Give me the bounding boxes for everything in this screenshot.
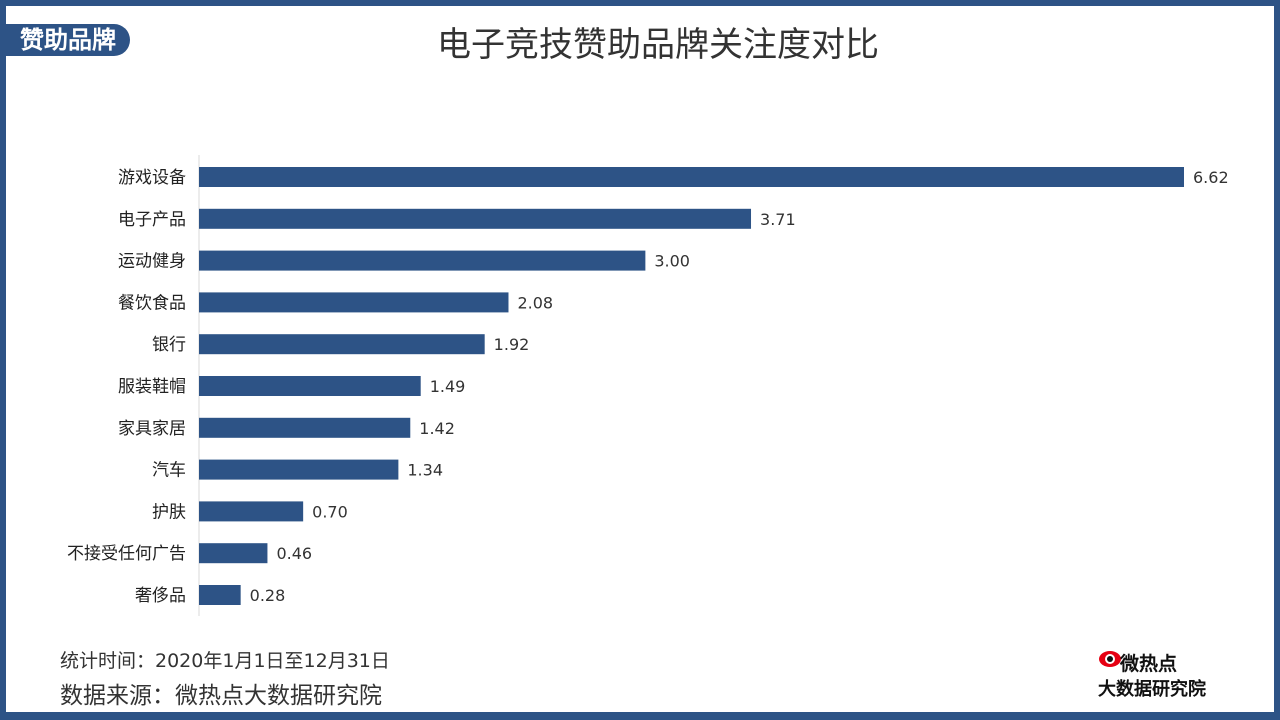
section-tag: 赞助品牌 [6, 24, 130, 56]
value-label: 0.46 [276, 544, 312, 563]
bar [199, 334, 485, 355]
category-label: 银行 [152, 335, 186, 355]
chart-title: 电子竞技赞助品牌关注度对比 [437, 25, 879, 65]
value-label: 1.49 [430, 377, 466, 396]
bar [199, 250, 646, 271]
logo-subtitle: 大数据研究院 [1098, 679, 1206, 700]
weiredian-logo: 微热点 大数据研究院 [1098, 647, 1238, 701]
bar [199, 459, 399, 480]
category-label: 护肤 [152, 502, 186, 522]
data-source: 数据来源：微热点大数据研究院 [60, 683, 382, 709]
category-label: 电子产品 [118, 210, 186, 230]
value-label: 3.71 [760, 210, 796, 229]
value-label: 0.70 [312, 502, 348, 521]
category-label: 奢侈品 [135, 586, 186, 606]
category-label: 不接受任何广告 [67, 544, 186, 564]
value-label: 1.92 [494, 335, 530, 354]
category-label: 汽车 [152, 461, 186, 481]
category-label: 家具家居 [118, 419, 186, 439]
bar [199, 167, 1184, 187]
bar [199, 417, 411, 438]
bar [199, 292, 509, 313]
statistics-period: 统计时间：2020年1月1日至12月31日 [60, 650, 390, 672]
category-label: 运动健身 [118, 252, 186, 272]
value-label: 1.42 [419, 419, 455, 438]
value-label: 0.28 [250, 586, 286, 605]
bar [199, 208, 752, 229]
bar [199, 585, 241, 605]
logo-eye-icon [1099, 651, 1121, 667]
value-label: 2.08 [517, 293, 553, 312]
category-label: 游戏设备 [118, 168, 186, 188]
value-label: 1.34 [407, 461, 443, 480]
logo-name: 微热点 [1120, 653, 1178, 675]
bar [199, 543, 268, 564]
value-label: 3.00 [654, 252, 690, 271]
bar [199, 501, 304, 522]
category-label: 服装鞋帽 [118, 377, 186, 397]
category-label: 餐饮食品 [118, 293, 186, 313]
value-label: 6.62 [1193, 168, 1229, 187]
bar [199, 376, 421, 396]
